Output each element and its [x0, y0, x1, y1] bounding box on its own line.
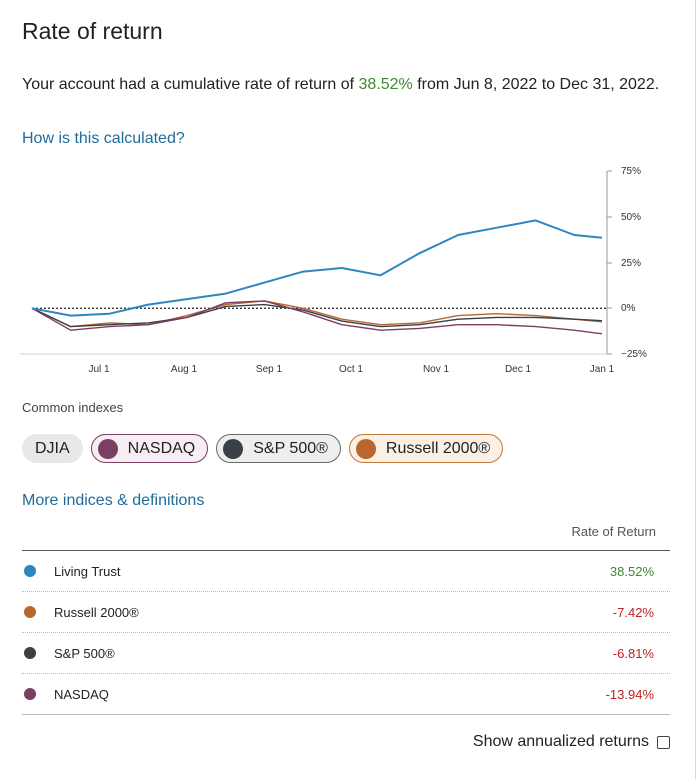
nasdaq-row-dot-icon: [24, 688, 36, 700]
annualized-label: Show annualized returns: [472, 733, 649, 750]
x-tick-label: Jul 1: [88, 364, 110, 375]
summary-prefix: Your account had a cumulative rate of re…: [22, 76, 355, 93]
x-tick-label: Jan 1: [590, 364, 615, 375]
s-p-500-line: [31, 303, 603, 328]
pill-djia-label: DJIA: [35, 439, 70, 457]
row-name: S&P 500®: [54, 645, 115, 661]
table-row: Living Trust 38.52%: [22, 551, 670, 592]
y-tick-label: 0%: [621, 303, 636, 314]
y-tick-label: −25%: [621, 349, 647, 360]
pill-nasdaq-label: NASDAQ: [127, 439, 196, 457]
annualized-toggle: Show annualized returns: [473, 733, 670, 751]
pill-djia[interactable]: DJIA: [22, 434, 83, 463]
pill-sp500[interactable]: S&P 500®: [216, 434, 341, 463]
nasdaq-line: [31, 300, 603, 335]
sp500-dot-icon: [223, 438, 244, 459]
table-row: Russell 2000® -7.42%: [22, 592, 670, 633]
row-value: -7.42%: [612, 604, 654, 620]
common-indexes-label: Common indexes: [22, 400, 124, 415]
y-tick-label: 50%: [621, 212, 641, 223]
row-value: 38.52%: [609, 563, 654, 579]
row-value: -6.81%: [612, 645, 654, 661]
chart-lines: [31, 219, 603, 335]
nasdaq-dot-icon: [97, 438, 118, 459]
table-header-rate: Rate of Return: [22, 524, 670, 551]
row-name: Russell 2000®: [54, 604, 139, 620]
pill-sp500-label: S&P 500®: [253, 439, 328, 457]
russell-dot-icon: [355, 438, 376, 459]
y-tick-label: 25%: [621, 258, 641, 269]
x-tick-label: Nov 1: [423, 364, 450, 375]
summary-suffix: from Jun 8, 2022 to Dec 31, 2022.: [417, 76, 660, 93]
russell-row-dot-icon: [24, 606, 36, 618]
x-tick-label: Sep 1: [256, 364, 283, 375]
chart-axis: 75% 50% 25% 0% −25% Jul 1 Aug 1 Sep 1 Oct 1 Nov 1…: [20, 166, 647, 375]
row-value: -13.94%: [605, 686, 654, 702]
pill-russell-label: Russell 2000®: [385, 439, 491, 457]
returns-table: Rate of Return Living Trust 38.52% Russe…: [22, 524, 670, 715]
how-calculated-link[interactable]: How is this calculated?: [22, 130, 185, 147]
living-trust-dot-icon: [24, 565, 36, 577]
more-indices-link[interactable]: More indices & definitions: [22, 492, 205, 509]
returns-chart: 75% 50% 25% 0% −25% Jul 1 Aug 1 Sep 1 Oct 1 Nov 1…: [20, 166, 647, 375]
x-tick-label: Oct 1: [339, 364, 363, 375]
annualized-checkbox[interactable]: [657, 735, 670, 749]
row-name: NASDAQ: [54, 686, 109, 702]
row-name: Living Trust: [54, 563, 121, 579]
index-pill-group: DJIA NASDAQ S&P 500® Russell 2000®: [22, 434, 504, 463]
table-row: S&P 500® -6.81%: [22, 633, 670, 674]
table-row: NASDAQ -13.94%: [22, 674, 670, 715]
return-summary: Your account had a cumulative rate of re…: [22, 73, 662, 97]
panel-right-border: [695, 0, 696, 779]
pill-nasdaq[interactable]: NASDAQ: [90, 434, 209, 463]
page-title: Rate of return: [22, 18, 163, 44]
x-tick-label: Dec 1: [505, 364, 532, 375]
sp500-row-dot-icon: [24, 647, 36, 659]
pill-russell2000[interactable]: Russell 2000®: [348, 434, 504, 463]
living-trust-line: [31, 219, 603, 317]
x-tick-label: Aug 1: [171, 364, 198, 375]
summary-rate: 38.52%: [358, 76, 413, 93]
y-tick-label: 75%: [621, 166, 641, 177]
